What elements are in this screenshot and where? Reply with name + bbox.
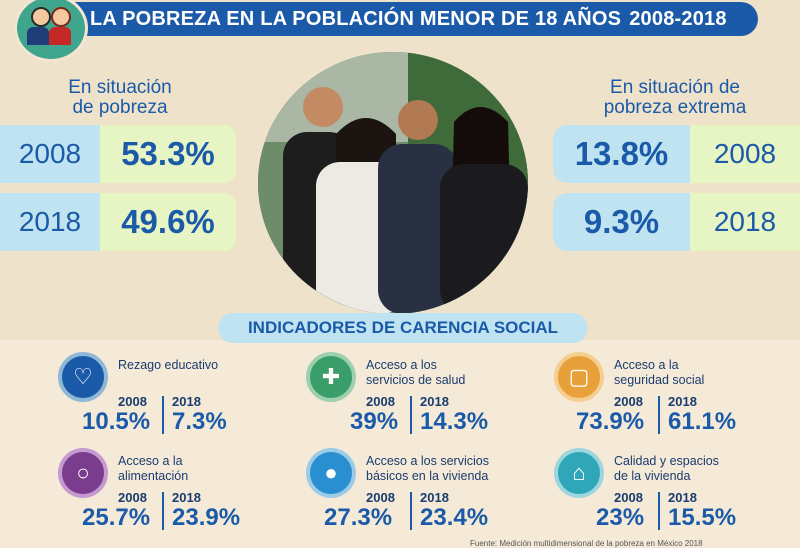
indicator-year-2018: 2018 [172, 394, 201, 409]
education-icon: ♡ [58, 352, 108, 402]
pobreza-extrema-value: 9.3% [553, 193, 690, 251]
indicator-calidad-vivienda: ⌂ Calidad y espacios de la vivienda 2008 … [554, 448, 784, 544]
pobreza-title-line1: En situación [68, 77, 172, 98]
indicator-year-2008: 2008 [118, 394, 147, 409]
indicator-value-2008: 73.9% [576, 408, 645, 435]
indicator-servicios-basicos: ● Acceso a los servicios básicos en la vi… [306, 448, 536, 544]
indicator-divider [658, 492, 660, 530]
girl-body-icon [49, 27, 71, 45]
food-icon: ○ [58, 448, 108, 498]
pobreza-extrema-row-2008: 13.8% 2008 [553, 125, 800, 183]
housing-icon: ⌂ [554, 448, 604, 498]
social-security-icon: ▢ [554, 352, 604, 402]
pobreza-value: 49.6% [100, 193, 236, 251]
pobreza-extrema-row-2018: 9.3% 2018 [553, 193, 800, 251]
pobreza-extrema-title-line1: En situación de [610, 77, 740, 98]
indicator-value-2008: 23% [596, 504, 645, 531]
health-icon: ✚ [306, 352, 356, 402]
indicator-year-2008: 2008 [614, 490, 643, 505]
indicator-rezago-educativo: ♡ Rezago educativo 2008 2018 10.5% 7.3% [58, 352, 288, 448]
indicator-seguridad-social: ▢ Acceso a la seguridad social 2008 2018 … [554, 352, 784, 448]
indicator-value-2018: 61.1% [668, 408, 737, 435]
indicator-year-2018: 2018 [420, 394, 449, 409]
indicadores-title: INDICADORES DE CARENCIA SOCIAL [218, 313, 588, 343]
indicator-divider [410, 396, 412, 434]
indicator-value-2018: 15.5% [668, 504, 737, 531]
pobreza-extrema-title-line2: pobreza extrema [603, 97, 747, 118]
indicator-divider [162, 396, 164, 434]
indicator-label: Acceso a la alimentación [118, 454, 189, 483]
indicator-year-2018: 2018 [420, 490, 449, 505]
pobreza-value: 53.3% [100, 125, 236, 183]
indicator-label: Calidad y espacios de la vivienda [614, 454, 719, 483]
indicator-value-2018: 14.3% [420, 408, 489, 435]
girl-head-icon [51, 7, 71, 27]
indicator-year-2008: 2008 [614, 394, 643, 409]
pobreza-extrema-year: 2018 [690, 193, 800, 251]
boy-head-icon [31, 7, 51, 27]
indicator-label: Rezago educativo [118, 358, 219, 372]
indicator-value-2008: 25.7% [82, 504, 151, 531]
teens-photo [258, 52, 528, 314]
pobreza-year: 2018 [0, 193, 100, 251]
source-note: Fuente: Medición multidimensional de la … [470, 539, 703, 548]
pobreza-extrema-value: 13.8% [553, 125, 690, 183]
indicator-value-2008: 27.3% [324, 504, 393, 531]
indicator-divider [410, 492, 412, 530]
indicator-value-2018: 23.4% [420, 504, 489, 531]
header-bar: LA POBREZA EN LA POBLACIÓN MENOR DE 18 A… [52, 2, 758, 36]
indicator-label: Acceso a la seguridad social [614, 358, 705, 387]
indicator-value-2008: 10.5% [82, 408, 151, 435]
pobreza-row-2008: 2008 53.3% [0, 125, 236, 183]
pobreza-title: En situación de pobreza [30, 78, 210, 118]
indicator-value-2018: 7.3% [172, 408, 227, 435]
indicator-year-2008: 2008 [366, 394, 395, 409]
indicator-year-2018: 2018 [668, 394, 697, 409]
pobreza-extrema-title: En situación de pobreza extrema [580, 78, 770, 118]
header-years: 2008-2018 [629, 7, 727, 30]
indicator-year-2008: 2008 [366, 490, 395, 505]
pobreza-year: 2008 [0, 125, 100, 183]
pobreza-title-line2: de pobreza [72, 97, 168, 118]
bottom-section [0, 340, 800, 547]
indicator-divider [658, 396, 660, 434]
pobreza-extrema-year: 2008 [690, 125, 800, 183]
teens-photo-illustration [258, 52, 528, 314]
indicator-value-2008: 39% [350, 408, 399, 435]
indicator-divider [162, 492, 164, 530]
boy-body-icon [27, 27, 49, 45]
indicator-label: Acceso a los servicios básicos en la vivi… [366, 454, 489, 483]
indicator-year-2008: 2008 [118, 490, 147, 505]
header-title: LA POBREZA EN LA POBLACIÓN MENOR DE 18 A… [90, 8, 727, 31]
header-title-text: LA POBREZA EN LA POBLACIÓN MENOR DE 18 A… [90, 7, 622, 30]
children-icon [14, 0, 88, 62]
indicator-year-2018: 2018 [668, 490, 697, 505]
indicator-value-2018: 23.9% [172, 504, 241, 531]
indicator-alimentacion: ○ Acceso a la alimentación 2008 2018 25.7… [58, 448, 288, 544]
indicator-year-2018: 2018 [172, 490, 201, 505]
indicator-label: Acceso a los servicios de salud [366, 358, 466, 387]
pobreza-row-2018: 2018 49.6% [0, 193, 236, 251]
water-icon: ● [306, 448, 356, 498]
indicator-servicios-salud: ✚ Acceso a los servicios de salud 2008 20… [306, 352, 536, 448]
